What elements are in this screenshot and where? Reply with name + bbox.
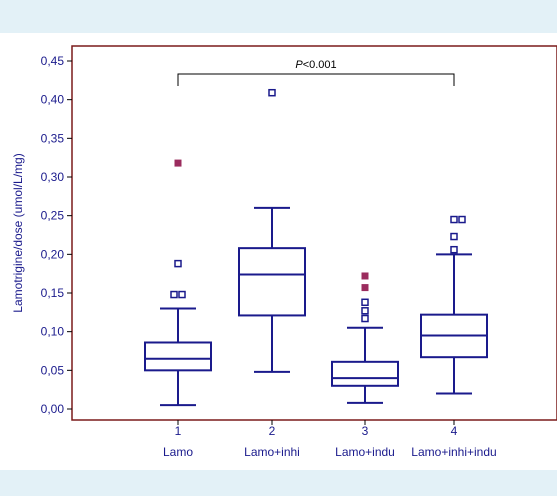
far-outlier-point (361, 272, 369, 280)
x-tick-number: 3 (362, 424, 369, 438)
iqr-box (238, 247, 306, 317)
outlier-point (170, 290, 178, 299)
significance-bracket: P<0.001 (177, 59, 455, 86)
x-axis: 1 Lamo 2 Lamo+inhi 3 Lamo+indu 4 Lamo+inhi+indu (163, 420, 497, 459)
outlier-point (450, 232, 458, 241)
y-tick-label: 0,00 (41, 402, 65, 416)
outlier-point (174, 259, 182, 268)
y-tick-label: 0,20 (41, 247, 65, 261)
x-tick-label: Lamo+inhi+indu (411, 445, 496, 459)
y-tick-label: 0,05 (41, 363, 65, 377)
y-tick-label: 0,15 (41, 286, 65, 300)
x-tick-label: Lamo+indu (335, 445, 395, 459)
y-axis-title: Lamotrigine/dose (umol/L/mg) (11, 153, 25, 312)
outlier-point (361, 314, 369, 323)
y-tick-label: 0,40 (41, 93, 65, 107)
y-tick-label: 0,35 (41, 131, 65, 145)
boxes (144, 88, 488, 407)
plot-frame (71, 45, 557, 421)
footer-band (0, 470, 557, 496)
box-group-4 (420, 215, 488, 395)
iqr-box (331, 360, 399, 387)
header-band (0, 0, 557, 33)
outlier-point (361, 307, 369, 315)
outlier-point (458, 215, 466, 224)
y-tick-label: 0,10 (41, 325, 65, 339)
x-tick-label: Lamo (163, 445, 193, 459)
outlier-point (450, 245, 458, 254)
x-tick-number: 2 (269, 424, 276, 438)
p-symbol: P (295, 59, 303, 71)
y-axis: 0,00 0,05 0,10 0,15 0,20 0,25 0,30 0,35 0,40 0,45 (41, 54, 72, 416)
y-tick-label: 0,45 (41, 54, 65, 68)
plot-border (71, 45, 557, 421)
outlier-point (450, 215, 458, 224)
outlier-point (178, 290, 186, 299)
iqr-box (144, 341, 212, 372)
x-tick-number: 1 (175, 424, 182, 438)
outlier-point (361, 298, 369, 307)
box-group-2 (238, 88, 306, 373)
p-threshold: <0.001 (303, 59, 337, 71)
p-value-label: P<0.001 (295, 59, 336, 71)
far-outlier-point (361, 284, 369, 292)
y-tick-label: 0,30 (41, 170, 65, 184)
box-group-3 (331, 272, 399, 404)
bracket-line (177, 73, 455, 86)
box-group-1 (144, 159, 212, 407)
far-outlier-point (174, 159, 182, 167)
x-tick-number: 4 (451, 424, 458, 438)
x-tick-label: Lamo+inhi (244, 445, 300, 459)
outlier-point (268, 88, 276, 97)
box-plot-chart: 0,00 0,05 0,10 0,15 0,20 0,25 0,30 0,35 0,40 0,45… (11, 45, 557, 459)
y-tick-label: 0,25 (41, 209, 65, 223)
